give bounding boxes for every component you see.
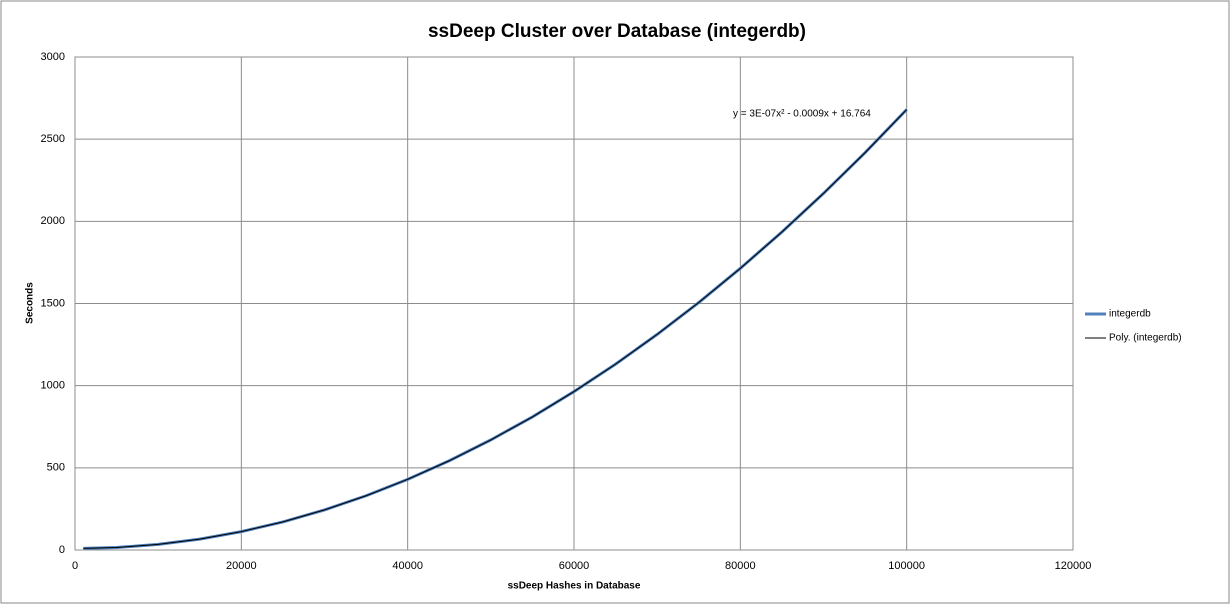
x-tick-label: 20000 [226,560,257,572]
x-tick-label: 60000 [559,560,590,572]
y-tick-label: 500 [47,462,65,474]
x-tick-label: 40000 [392,560,423,572]
chart-title: ssDeep Cluster over Database (integerdb) [428,21,806,42]
series-line [83,109,908,549]
y-tick-label: 3000 [41,51,65,63]
y-tick-label: 0 [59,544,65,556]
plot-border [74,56,1074,551]
trendline-equation: y = 3E-07x² - 0.0009x + 16.764 [733,109,871,120]
x-axis-label: ssDeep Hashes in Database [508,581,641,592]
legend-label: Poly. (integerdb) [1109,333,1182,344]
y-tick-label: 2000 [41,215,65,227]
x-tick-label: 120000 [1055,560,1092,572]
x-tick-label: 100000 [888,560,925,572]
legend-label: integerdb [1109,309,1151,320]
y-tick-label: 2500 [41,133,65,145]
y-axis-label: Seconds [25,282,36,324]
y-tick-label: 1500 [41,297,65,309]
x-tick-label: 80000 [725,560,756,572]
x-tick-label: 0 [72,560,78,572]
y-tick-label: 1000 [41,380,65,392]
